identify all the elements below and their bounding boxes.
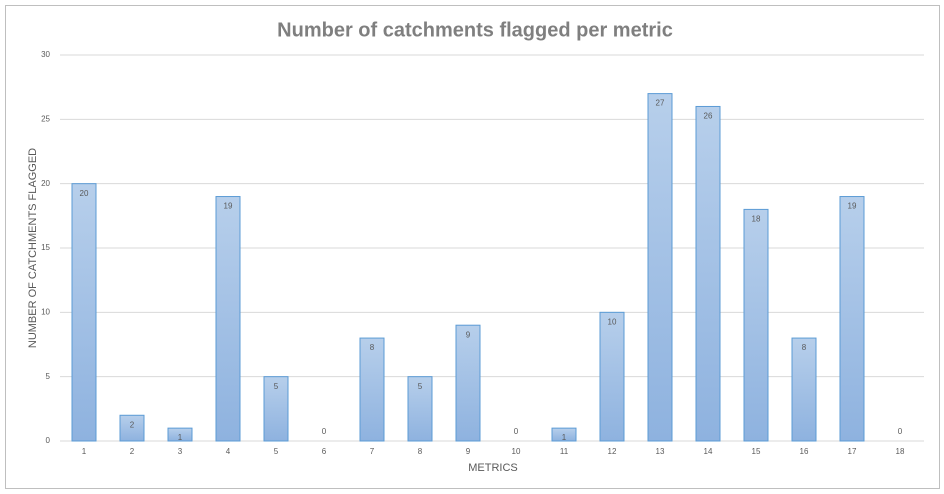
- data-label: 5: [274, 382, 279, 391]
- bar: [263, 376, 289, 442]
- y-tick-label: 30: [41, 50, 50, 59]
- chart-title: Number of catchments flagged per metric: [277, 19, 673, 41]
- data-label: 5: [418, 382, 423, 391]
- x-tick-label: 9: [466, 447, 471, 456]
- bar: [359, 337, 385, 442]
- x-tick-label: 4: [226, 447, 231, 456]
- data-label: 2: [130, 420, 135, 429]
- data-label: 10: [608, 317, 617, 326]
- bar: [839, 196, 865, 442]
- y-tick-label: 0: [46, 436, 51, 445]
- x-tick-label: 7: [370, 447, 375, 456]
- x-tick-label: 16: [800, 447, 809, 456]
- bar: [551, 427, 577, 442]
- bar: [71, 183, 97, 442]
- bar: [119, 414, 145, 442]
- bar: [791, 337, 817, 442]
- data-label: 19: [848, 202, 857, 211]
- data-label: 9: [466, 330, 471, 339]
- bar: [647, 93, 673, 442]
- data-label: 19: [224, 202, 233, 211]
- bar: [407, 376, 433, 442]
- y-tick-label: 15: [41, 243, 50, 252]
- y-tick-label: 5: [46, 372, 51, 381]
- data-label: 0: [322, 427, 327, 436]
- data-label: 26: [704, 112, 713, 121]
- x-tick-label: 13: [656, 447, 665, 456]
- x-tick-label: 3: [178, 447, 183, 456]
- x-tick-label: 10: [512, 447, 521, 456]
- data-label: 0: [898, 427, 903, 436]
- bar: [695, 105, 721, 442]
- data-label: 8: [370, 343, 375, 352]
- x-tick-label: 5: [274, 447, 279, 456]
- data-label: 1: [178, 433, 183, 442]
- x-tick-label: 2: [130, 447, 135, 456]
- y-tick-label: 10: [41, 307, 50, 316]
- data-label: 20: [80, 189, 89, 198]
- y-axis-label: NUMBER OF CATCHMENTS FLAGGED: [27, 148, 39, 348]
- data-label: 1: [562, 433, 567, 442]
- data-label: 27: [656, 99, 665, 108]
- y-tick-label: 20: [41, 179, 50, 188]
- x-tick-label: 17: [848, 447, 857, 456]
- bar: [599, 311, 625, 442]
- x-tick-label: 18: [896, 447, 905, 456]
- y-tick-label: 25: [41, 114, 50, 123]
- bar: [215, 196, 241, 442]
- bar: [167, 427, 193, 442]
- x-tick-label: 12: [608, 447, 617, 456]
- x-axis-label: METRICS: [468, 462, 518, 474]
- x-tick-label: 14: [704, 447, 713, 456]
- bar: [455, 324, 481, 442]
- data-label: 8: [802, 343, 807, 352]
- data-label: 18: [752, 215, 761, 224]
- bar: [743, 208, 769, 442]
- x-tick-label: 15: [752, 447, 761, 456]
- x-tick-label: 6: [322, 447, 327, 456]
- x-tick-label: 8: [418, 447, 423, 456]
- x-tick-label: 1: [82, 447, 87, 456]
- x-tick-label: 11: [560, 447, 569, 456]
- data-label: 0: [514, 427, 519, 436]
